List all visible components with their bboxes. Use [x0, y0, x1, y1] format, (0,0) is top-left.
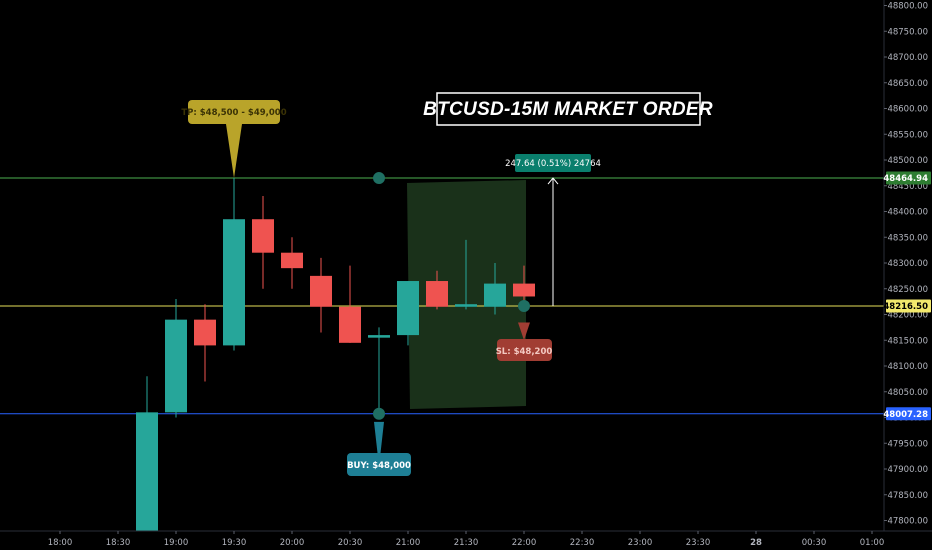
measure-arrow-head: [547, 177, 559, 185]
y-axis-area: [884, 0, 932, 550]
y-tick-label: 47950.00: [887, 439, 928, 449]
candle-body: [368, 335, 390, 338]
take-profit-line-price-tag: [886, 171, 931, 185]
y-tick-label: 48700.00: [887, 53, 928, 63]
x-tick-label: 23:00: [628, 538, 653, 548]
sl-callout-box: [497, 339, 552, 361]
candle-body: [252, 219, 274, 253]
candle-body: [513, 283, 535, 297]
x-axis: 18:00 18:30 19:00 19:30 20:00 20:30 21:00 21:30…: [48, 531, 885, 548]
x-tick-label: 21:30: [454, 538, 479, 548]
y-tick-label: 48650.00: [887, 79, 928, 89]
candle-body: [484, 283, 506, 307]
tp-callout-box: [188, 100, 280, 124]
take-profit-line-price-tag-label: 48464.94: [883, 174, 928, 184]
buy-line-price-tag: [886, 407, 931, 421]
candle-body: [136, 412, 158, 531]
measure-label-box: [515, 154, 591, 172]
candle-body: [223, 219, 245, 346]
candle-body: [455, 304, 477, 307]
candle-body: [281, 252, 303, 269]
candle-body: [426, 281, 448, 307]
x-tick-label: 20:30: [338, 538, 363, 548]
y-tick-label: 48300.00: [887, 259, 928, 269]
chart-title-box: BTCUSD-15M MARKET ORDER: [423, 92, 713, 126]
y-tick-label: 48250.00: [887, 285, 928, 295]
entry-line-price-tag-label: 48216.50: [883, 302, 928, 312]
buy-callout-text: BUY: $48,000: [347, 461, 411, 471]
sl-marker: [518, 300, 530, 313]
y-tick-label: 47850.00: [887, 491, 928, 501]
y-tick-label: 48450.00: [887, 182, 928, 192]
x-tick-label: 19:30: [222, 538, 247, 548]
x-tick-label: 20:00: [280, 538, 305, 548]
x-tick-label: 23:30: [686, 538, 711, 548]
candle-body: [194, 319, 216, 346]
x-tick-label: 28: [750, 538, 762, 548]
y-tick-label: 48800.00: [887, 2, 928, 12]
sl-callout-pointer: [518, 322, 530, 341]
y-tick-label: 48050.00: [887, 388, 928, 398]
y-tick-label: 48150.00: [887, 336, 928, 346]
buy-line-price-tag-label: 48007.28: [883, 410, 928, 420]
buy-marker: [373, 407, 385, 420]
price-tags: 48464.94 48216.50 48007.28: [883, 171, 931, 421]
candle-body: [310, 275, 332, 307]
x-tick-label: 21:00: [396, 538, 421, 548]
y-axis: 47800.0047850.0047900.0047950.0048000.00…: [884, 2, 928, 527]
candles: [136, 178, 535, 542]
candle-body: [397, 281, 419, 336]
y-tick-label: 48550.00: [887, 130, 928, 140]
annotations: TP: $48,500 - $49,000 BUY: $48,000 SL: $48…: [181, 100, 601, 476]
y-tick-label: 48750.00: [887, 27, 928, 37]
x-tick-label: 18:00: [48, 538, 73, 548]
candle-body: [165, 319, 187, 413]
x-tick-label: 22:30: [570, 538, 595, 548]
y-tick-label: 48600.00: [887, 105, 928, 115]
y-tick-label: 48100.00: [887, 362, 928, 372]
sl-callout-text: SL: $48,200: [496, 347, 553, 357]
x-axis-area: [0, 531, 932, 550]
entry-line-price-tag: [886, 299, 931, 313]
x-tick-label: 19:00: [164, 538, 189, 548]
x-tick-label: 01:00: [860, 538, 885, 548]
tp-marker: [373, 172, 385, 185]
chart-title: BTCUSD-15M MARKET ORDER: [423, 99, 713, 120]
y-tick-label: 47900.00: [887, 465, 928, 475]
tp-callout-text: TP: $48,500 - $49,000: [181, 108, 286, 118]
y-tick-label: 48500.00: [887, 156, 928, 166]
buy-callout-box: [347, 453, 411, 476]
chart-title-frame: [436, 92, 701, 126]
y-tick-label: 48400.00: [887, 208, 928, 218]
x-tick-label: 00:30: [802, 538, 827, 548]
x-tick-label: 18:30: [106, 538, 131, 548]
x-tick-label: 22:00: [512, 538, 537, 548]
y-tick-label: 48350.00: [887, 233, 928, 243]
tp-callout-pointer: [226, 124, 242, 179]
candle-body: [339, 306, 361, 343]
buy-callout-pointer: [374, 421, 384, 467]
y-tick-label: 47800.00: [887, 517, 928, 527]
y-tick-label: 48200.00: [887, 311, 928, 321]
measure-label-text: 247.64 (0.51%) 24764: [505, 159, 601, 169]
